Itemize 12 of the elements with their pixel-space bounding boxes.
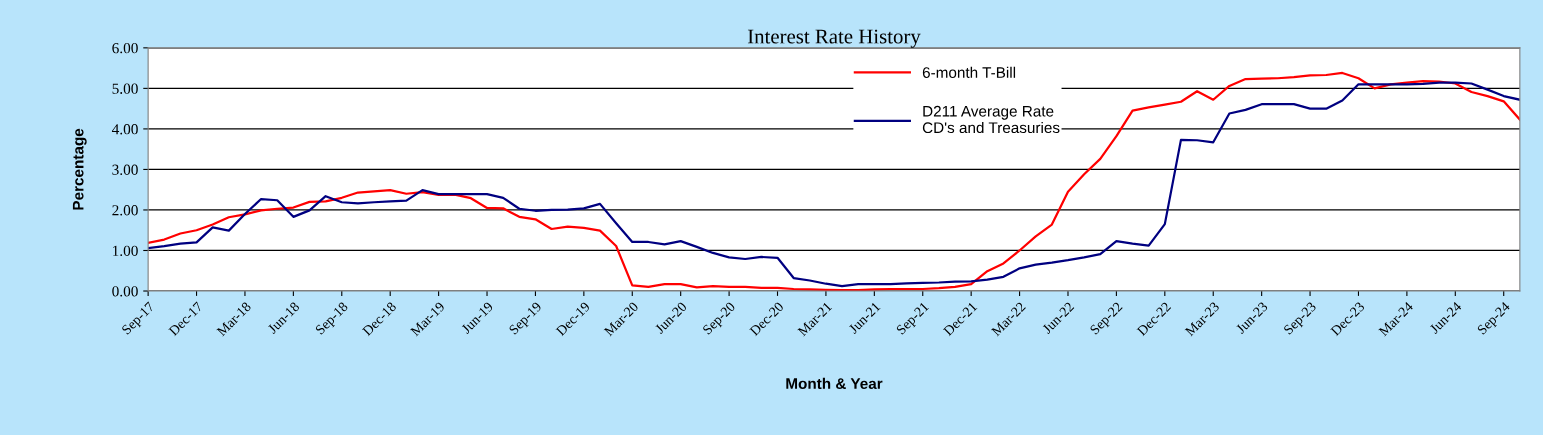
y-tick-label: 4.00 — [111, 124, 138, 135]
y-tick-label: 6.00 — [112, 42, 138, 54]
y-tick-label: 0.00 — [112, 286, 138, 297]
y-tick-label: 3.00 — [112, 164, 138, 175]
y-tick-label: 1.00 — [113, 245, 138, 257]
y-axis-title: Percentage — [72, 128, 87, 210]
y-tick-label: 5.00 — [112, 83, 138, 94]
legend-label: D211 Average Rate CD's and Treasuries — [922, 105, 1060, 134]
legend-label: 6-month T-Bill — [922, 66, 1016, 78]
y-tick-label: 2.00 — [112, 205, 138, 216]
x-axis-title: Month & Year — [786, 377, 883, 390]
chart-title: Interest Rate History — [747, 29, 921, 48]
